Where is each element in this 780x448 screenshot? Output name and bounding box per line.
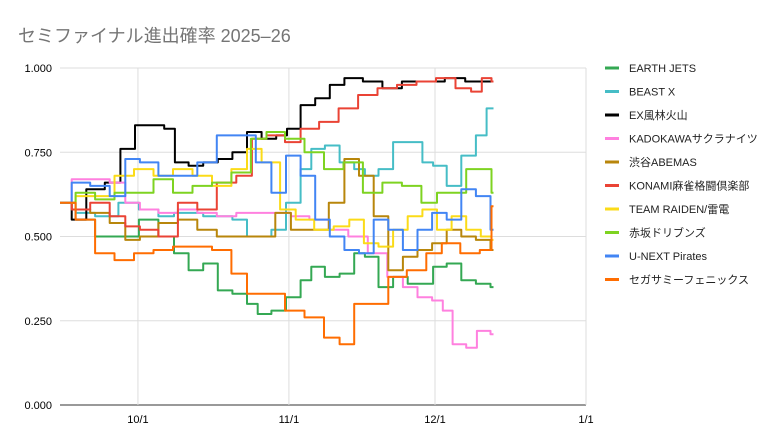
legend-label: KONAMI麻雀格闘倶楽部: [629, 179, 749, 193]
y-tick-label: 0.000: [24, 400, 52, 412]
series-line-7: [60, 131, 494, 204]
series-line-1: [60, 107, 494, 238]
series-line-4: [60, 158, 494, 272]
legend: EARTH JETS BEAST X EX風林火山 KADOKAWAサクラナイツ渋谷A…: [605, 63, 758, 287]
y-tick-label: 0.250: [24, 316, 52, 328]
legend-label: EX風林火山: [629, 108, 688, 122]
chart-title: セミファイナル進出確率 2025–26: [18, 26, 291, 46]
legend-label: 渋谷ABEMAS: [629, 156, 697, 169]
x-tick-label: 12/1: [424, 414, 445, 426]
legend-label: U-NEXT Pirates: [629, 251, 708, 263]
legend-label: KADOKAWAサクラナイツ: [629, 133, 758, 146]
series-lines: [60, 77, 494, 349]
x-axis-ticks: 10/1 11/1 12/1 1/1: [127, 414, 593, 426]
legend-label: セガサミーフェニックス: [629, 274, 749, 287]
series-line-3: [60, 178, 494, 349]
legend-label: TEAM RAIDEN/雷電: [629, 203, 729, 216]
y-axis-ticks: 0.000 0.250 0.500 0.750 1.000: [24, 63, 52, 412]
x-tick-label: 1/1: [578, 414, 593, 426]
series-line-9: [60, 201, 494, 346]
y-tick-label: 0.750: [24, 147, 52, 159]
legend-label: BEAST X: [629, 87, 676, 99]
legend-label: 赤坂ドリブンズ: [629, 226, 706, 240]
series-line-6: [60, 147, 494, 248]
y-tick-label: 1.000: [24, 63, 52, 75]
y-tick-label: 0.500: [24, 232, 52, 244]
legend-label: EARTH JETS: [629, 63, 696, 75]
x-tick-label: 10/1: [127, 414, 148, 426]
x-tick-label: 11/1: [279, 414, 300, 426]
series-line-8: [60, 134, 494, 255]
